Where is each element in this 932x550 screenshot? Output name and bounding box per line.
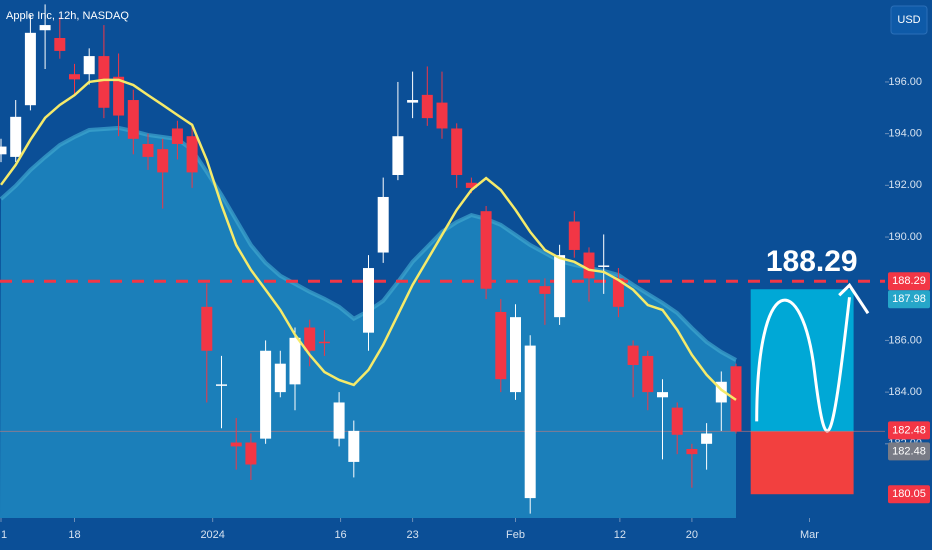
candle-body <box>127 100 139 139</box>
x-tick-label: 16 <box>334 529 346 541</box>
candle-body <box>480 211 492 289</box>
candle-body <box>10 116 22 157</box>
candle-body <box>407 100 419 103</box>
stop-zone <box>750 431 854 495</box>
candle-body <box>142 143 154 157</box>
y-tick-label: 196.00 <box>888 76 922 88</box>
y-tick-label: 192.00 <box>888 179 922 191</box>
candle-body <box>83 56 95 75</box>
plot-area <box>0 4 885 519</box>
y-tick-label: 190.00 <box>888 231 922 243</box>
price-label: 180.05 <box>892 488 926 500</box>
currency-button[interactable] <box>890 5 928 35</box>
candle-body <box>421 94 433 119</box>
price-label-box <box>888 290 930 309</box>
x-tick-label: 23 <box>406 529 418 541</box>
x-tick-label: 12 <box>614 529 626 541</box>
candle-body <box>274 363 286 393</box>
candle-body <box>583 252 595 279</box>
y-tick-label: 186.00 <box>888 334 922 346</box>
candle-body <box>377 196 389 253</box>
price-label-box <box>888 442 930 461</box>
projection-arrow <box>838 282 870 315</box>
price-label-box <box>888 421 930 440</box>
price-label-box <box>888 272 930 291</box>
candle-body <box>671 407 683 435</box>
candle-body <box>612 278 624 307</box>
candle-body <box>289 337 301 385</box>
candle-body <box>186 136 198 173</box>
price-label: 188.29 <box>892 275 926 287</box>
price-label-box <box>888 485 930 504</box>
candle-body <box>98 56 110 108</box>
y-tick-label: 194.00 <box>888 128 922 140</box>
candle-body <box>260 350 272 439</box>
chart-title: Apple Inc, 12h, NASDAQ <box>6 10 129 22</box>
candle-body <box>465 182 477 188</box>
candle-body <box>715 381 727 403</box>
candle-body <box>686 448 698 455</box>
candle-body <box>657 392 668 398</box>
x-tick-label: 2024 <box>200 529 224 541</box>
candle-body <box>451 128 463 175</box>
fast-ma-line <box>0 78 737 401</box>
currency-label[interactable]: USD <box>897 14 920 26</box>
candle-body <box>0 146 7 155</box>
y-tick-label: 184.00 <box>888 386 922 398</box>
candle-body <box>510 317 521 393</box>
candle-body <box>113 76 125 116</box>
candle-body <box>642 355 654 393</box>
candle-body <box>539 286 551 294</box>
candle-body <box>318 341 330 344</box>
candle-body <box>24 32 36 106</box>
candle-body <box>392 136 404 175</box>
candle-body <box>54 37 66 51</box>
price-label: 187.98 <box>892 293 926 305</box>
x-tick-label: 1 <box>1 529 7 541</box>
candle-body <box>245 442 257 465</box>
candle-body <box>69 74 80 80</box>
candle-body <box>304 327 316 351</box>
candle-body <box>554 255 566 318</box>
target-zone <box>750 289 854 432</box>
candle-body <box>701 433 713 444</box>
x-tick-label: 18 <box>68 529 80 541</box>
projection-curve <box>755 297 851 433</box>
candle-body <box>230 442 242 447</box>
candle-body <box>363 268 374 333</box>
x-tick-label: Feb <box>506 529 525 541</box>
candle-body <box>495 311 507 380</box>
price-label: 182.48 <box>892 424 926 436</box>
candle-body <box>348 430 360 462</box>
candle-body <box>524 345 536 499</box>
candle-body <box>39 25 51 31</box>
target-annotation: 188.29 <box>766 245 858 278</box>
candle-body <box>201 306 213 351</box>
candle-body <box>216 384 227 386</box>
candle-body <box>598 265 610 267</box>
price-label: 182.48 <box>892 445 926 457</box>
candle-body <box>333 402 345 439</box>
x-tick-label: Mar <box>800 529 819 541</box>
candle-body <box>171 128 183 144</box>
x-tick-label: 20 <box>686 529 698 541</box>
candle-body <box>436 102 448 129</box>
candle-body <box>627 345 639 365</box>
candle-body <box>568 221 580 250</box>
candle-body <box>157 149 169 173</box>
